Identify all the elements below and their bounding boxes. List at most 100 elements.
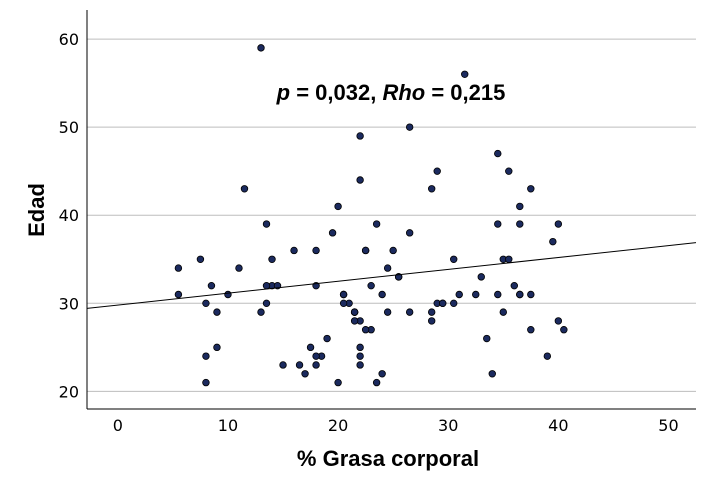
data-point xyxy=(356,343,364,352)
data-point xyxy=(174,290,183,299)
data-point xyxy=(334,202,342,211)
data-point xyxy=(549,237,557,246)
data-point xyxy=(372,220,381,228)
data-point xyxy=(450,255,458,263)
fit-line xyxy=(86,242,697,309)
data-point xyxy=(405,229,414,237)
data-point xyxy=(543,352,552,360)
data-point xyxy=(196,255,205,263)
y-tick-label: 20 xyxy=(59,382,79,401)
data-point xyxy=(312,361,320,369)
data-point xyxy=(427,317,436,325)
data-point xyxy=(433,167,441,175)
data-point xyxy=(499,308,507,316)
data-point xyxy=(367,281,375,290)
data-point xyxy=(350,308,359,316)
data-point xyxy=(356,176,364,184)
data-point xyxy=(174,264,183,272)
data-point xyxy=(207,281,216,290)
axes xyxy=(86,10,696,410)
x-tick-label: 10 xyxy=(218,416,238,435)
data-point xyxy=(202,378,210,387)
x-tick-label: 50 xyxy=(658,416,678,435)
data-point xyxy=(224,290,232,299)
data-point xyxy=(268,255,276,263)
x-tick-label: 30 xyxy=(438,416,458,435)
data-point xyxy=(257,44,265,52)
x-tick-label: 40 xyxy=(548,416,568,435)
data-point xyxy=(516,290,524,299)
data-point xyxy=(361,246,370,255)
data-point xyxy=(510,281,518,290)
data-point xyxy=(450,299,458,308)
data-point xyxy=(516,220,524,228)
data-point xyxy=(488,370,496,378)
data-point xyxy=(262,299,271,308)
data-point xyxy=(461,70,469,78)
data-point xyxy=(554,317,563,325)
data-point xyxy=(334,378,342,387)
data-point xyxy=(427,308,436,316)
data-point xyxy=(202,352,210,360)
data-point xyxy=(405,123,414,131)
data-point xyxy=(290,246,298,255)
data-point xyxy=(312,352,320,360)
data-point xyxy=(279,361,287,369)
data-point xyxy=(472,290,480,299)
data-point xyxy=(350,317,359,325)
data-point xyxy=(527,290,535,299)
data-point xyxy=(356,352,364,360)
data-point xyxy=(527,185,535,193)
data-point xyxy=(378,290,386,299)
data-point xyxy=(262,281,271,290)
data-point xyxy=(372,378,381,387)
data-point xyxy=(202,299,210,308)
data-point xyxy=(235,264,243,272)
data-point xyxy=(389,246,397,255)
data-point xyxy=(455,290,463,299)
data-point xyxy=(483,334,491,343)
data-point xyxy=(383,264,392,272)
fit-line-group xyxy=(86,242,697,309)
data-point xyxy=(328,229,337,237)
data-point xyxy=(257,308,265,316)
x-axis-title: % Grasa corporal xyxy=(297,446,479,471)
data-point xyxy=(378,370,386,378)
data-point xyxy=(383,308,392,316)
rho-value: = 0,215 xyxy=(425,80,505,105)
data-point xyxy=(494,149,502,158)
data-point xyxy=(527,326,535,334)
data-points xyxy=(174,44,568,387)
x-tick-label: 0 xyxy=(113,416,123,435)
y-tick-label: 40 xyxy=(59,206,79,225)
data-point xyxy=(427,185,436,193)
p-symbol: p xyxy=(276,80,290,105)
data-point xyxy=(560,326,568,334)
data-point xyxy=(494,220,502,228)
data-point xyxy=(361,326,370,334)
stats-annotation: p = 0,032, Rho = 0,215 xyxy=(276,80,506,105)
data-point xyxy=(262,220,271,228)
data-point xyxy=(554,220,563,228)
data-point xyxy=(323,334,331,343)
data-point xyxy=(339,299,348,308)
data-point xyxy=(240,185,249,193)
tick-labels: 20 30 40 50 60 0 10 20 30 40 50 xyxy=(59,30,679,435)
x-tick-label: 20 xyxy=(328,416,348,435)
data-point xyxy=(312,246,320,255)
data-point xyxy=(213,308,221,316)
data-point xyxy=(505,167,513,175)
data-point xyxy=(494,290,502,299)
data-point xyxy=(505,255,513,263)
data-point xyxy=(439,299,447,308)
data-point xyxy=(301,370,309,378)
grid-lines xyxy=(87,38,696,392)
data-point xyxy=(477,273,485,281)
data-point xyxy=(295,361,304,369)
y-tick-label: 30 xyxy=(59,294,79,313)
rho-symbol: Rho xyxy=(382,80,425,105)
data-point xyxy=(516,202,524,211)
data-point xyxy=(356,361,364,369)
y-tick-label: 60 xyxy=(59,30,79,49)
